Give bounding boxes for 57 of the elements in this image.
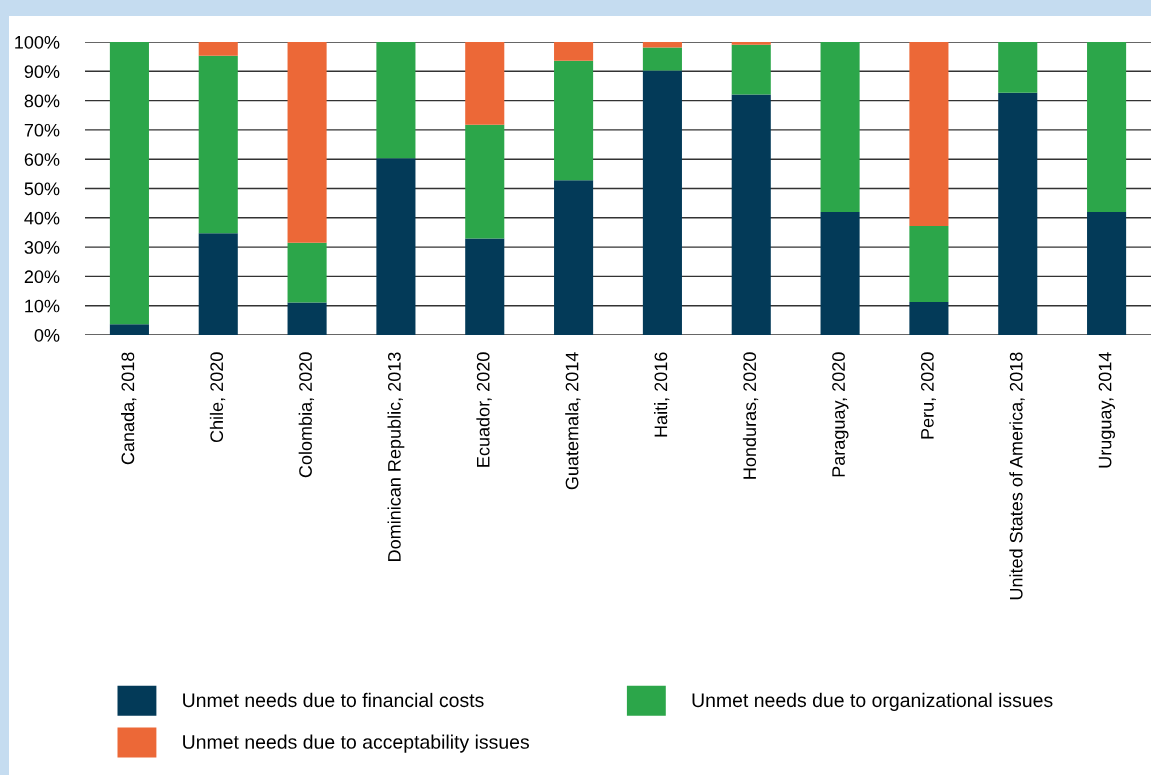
bar bbox=[1087, 42, 1127, 212]
bar bbox=[109, 42, 149, 325]
x-tick-label: Colombia, 2020 bbox=[298, 352, 315, 478]
bar bbox=[465, 238, 505, 335]
bar bbox=[554, 180, 594, 335]
bar bbox=[1087, 211, 1127, 335]
bar bbox=[998, 92, 1038, 335]
y-tick-label: 80% bbox=[24, 94, 60, 108]
x-tick-label: Dominican Republic, 2013 bbox=[387, 352, 405, 561]
bar bbox=[731, 94, 771, 335]
bar bbox=[998, 42, 1038, 93]
x-tick-label: Chile, 2020 bbox=[209, 352, 226, 443]
bar bbox=[554, 42, 594, 61]
legend-label: Unmet needs due to acceptability issues bbox=[183, 734, 529, 753]
x-tick-label: Peru, 2020 bbox=[920, 352, 936, 439]
bar bbox=[642, 47, 682, 71]
bar bbox=[820, 42, 860, 212]
bar bbox=[465, 42, 505, 125]
bar bbox=[642, 70, 682, 335]
bar bbox=[909, 42, 949, 226]
legend-label: Unmet needs due to financial costs bbox=[183, 692, 484, 708]
bar bbox=[198, 42, 238, 56]
bar bbox=[376, 42, 416, 159]
legend-label: Unmet needs due to organizational issues bbox=[692, 692, 1053, 711]
bar bbox=[109, 324, 149, 335]
bar bbox=[287, 242, 327, 303]
bar bbox=[198, 55, 238, 234]
bar bbox=[198, 233, 238, 335]
x-tick-label: Paraguay, 2020 bbox=[832, 352, 849, 477]
bar bbox=[642, 42, 682, 48]
bar bbox=[909, 301, 949, 335]
y-tick-label: 30% bbox=[24, 241, 60, 254]
bar bbox=[731, 44, 771, 95]
x-tick-label: United States of America, 2018 bbox=[1009, 352, 1025, 600]
y-tick-label: 10% bbox=[25, 299, 60, 313]
bar bbox=[465, 124, 505, 239]
x-tick-label: Honduras, 2020 bbox=[742, 352, 759, 479]
y-tick-label: 100% bbox=[15, 35, 60, 49]
bar bbox=[376, 158, 416, 335]
bar bbox=[731, 42, 771, 45]
y-tick-label: 50% bbox=[24, 182, 60, 196]
x-tick-label: Uruguay, 2014 bbox=[1098, 352, 1115, 468]
x-tick-label: Canada, 2018 bbox=[121, 352, 137, 465]
bar bbox=[909, 226, 949, 302]
x-tick-label: Guatemala, 2014 bbox=[565, 352, 581, 490]
y-tick-label: 0% bbox=[34, 328, 60, 342]
x-tick-label: Ecuador, 2020 bbox=[476, 352, 492, 467]
y-tick-label: 70% bbox=[24, 123, 60, 137]
bar bbox=[820, 211, 860, 335]
bar bbox=[287, 42, 327, 243]
y-tick-label: 20% bbox=[24, 270, 60, 284]
y-tick-label: 60% bbox=[24, 153, 60, 166]
bar bbox=[287, 302, 327, 335]
x-tick-label: Haiti, 2016 bbox=[654, 352, 670, 437]
y-tick-label: 40% bbox=[24, 211, 60, 225]
bar bbox=[554, 60, 594, 181]
y-tick-label: 90% bbox=[24, 65, 60, 79]
